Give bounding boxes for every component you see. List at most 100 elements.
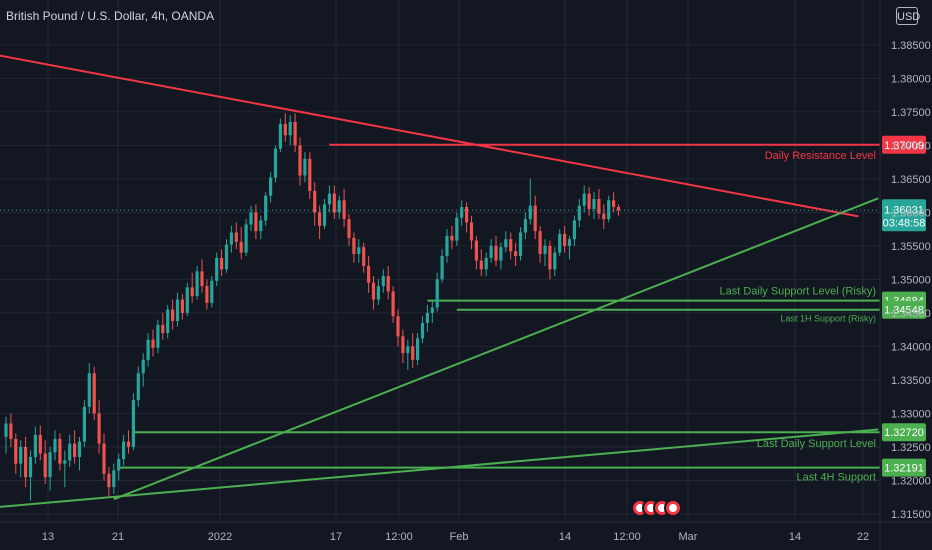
candle (435, 272, 439, 312)
y-tick-label: 1.33500 (891, 375, 931, 387)
candle-body (308, 158, 312, 191)
candle (322, 198, 327, 230)
event-icon[interactable] (664, 499, 682, 517)
currency-button[interactable]: USD (896, 7, 920, 25)
candle-body (107, 473, 111, 488)
candle (264, 192, 268, 226)
candle-body (146, 339, 150, 360)
candle-body (406, 346, 410, 354)
trend-lines (0, 54, 879, 508)
candle (514, 242, 518, 266)
candle-body (220, 257, 224, 270)
candle (122, 434, 126, 466)
candle-body (166, 309, 170, 334)
candle-body (190, 287, 194, 297)
support-trend-line[interactable] (0, 428, 879, 508)
candle (229, 225, 233, 253)
candle-body (455, 217, 459, 241)
candle (68, 434, 72, 468)
candle (87, 363, 91, 414)
candle-body (229, 232, 233, 245)
candle-body (553, 252, 557, 270)
candle-body (489, 245, 493, 258)
candle (504, 231, 508, 253)
candle (499, 242, 503, 270)
y-tick-label: 1.38000 (891, 73, 931, 85)
candle (386, 266, 390, 300)
candle (210, 276, 214, 308)
candle-body (543, 245, 547, 254)
candle-body (460, 207, 464, 218)
candle-body (19, 446, 23, 464)
candle-body (224, 244, 229, 270)
level-label: Daily Resistance Level (765, 150, 876, 162)
candle-body (97, 413, 101, 444)
candle-body (43, 453, 47, 478)
candle-body (430, 307, 434, 313)
candle (126, 430, 131, 454)
candle-body (592, 198, 596, 210)
y-tick-label: 1.37500 (891, 107, 931, 119)
candle (572, 215, 576, 246)
y-tick-label: 1.34000 (891, 341, 931, 353)
candle-body (185, 287, 189, 313)
y-tick-label: 1.32500 (891, 442, 931, 454)
candle (367, 255, 371, 293)
y-tick-label: 1.33000 (891, 408, 931, 420)
economic-events[interactable] (631, 499, 691, 519)
candle-body (244, 224, 248, 253)
candle (420, 316, 425, 344)
candle-body (63, 460, 67, 464)
candle-body (269, 177, 273, 196)
candle-body (278, 123, 282, 149)
candle-body (136, 373, 140, 401)
support-trend-line[interactable] (113, 197, 879, 501)
x-tick-label: Mar (679, 531, 698, 543)
candle-body (48, 452, 52, 478)
candle-body (597, 198, 601, 214)
candle (146, 333, 150, 367)
candle-body (180, 299, 184, 313)
candle-body (234, 232, 238, 242)
candle-body (401, 336, 405, 354)
level-label: Last Daily Support Level (Risky) (719, 286, 876, 298)
candle (528, 178, 532, 225)
candle (582, 185, 586, 213)
candle-body (112, 470, 116, 488)
candle (156, 319, 160, 354)
candle-body (122, 441, 126, 460)
candle (205, 279, 209, 310)
candle-body (558, 233, 562, 253)
candle (63, 450, 67, 488)
candle (298, 137, 302, 186)
candle-body (195, 271, 199, 297)
y-tick-label: 1.35500 (891, 241, 931, 253)
candle-body (117, 459, 121, 471)
candle-body (420, 322, 425, 339)
candle (273, 145, 278, 183)
candle (469, 215, 474, 250)
candle-body (322, 204, 327, 226)
x-tick-label: 12:00 (385, 531, 413, 543)
candle-body (102, 443, 106, 474)
level-label: Last 4H Support (797, 472, 877, 484)
candle (180, 294, 184, 320)
candle-body (391, 291, 395, 317)
level-price-label: 1.37009 (884, 140, 924, 152)
candle-body (567, 239, 572, 246)
candle-body (283, 123, 287, 136)
candle (259, 215, 263, 240)
resistance-trend-line[interactable] (0, 54, 859, 218)
candle-body (9, 423, 13, 439)
candle-body (24, 446, 28, 478)
candle (479, 249, 483, 277)
candle-body (577, 205, 581, 221)
current-price-tag (882, 199, 926, 232)
candle (548, 240, 552, 280)
candle (347, 213, 351, 246)
candle-body (87, 373, 91, 407)
